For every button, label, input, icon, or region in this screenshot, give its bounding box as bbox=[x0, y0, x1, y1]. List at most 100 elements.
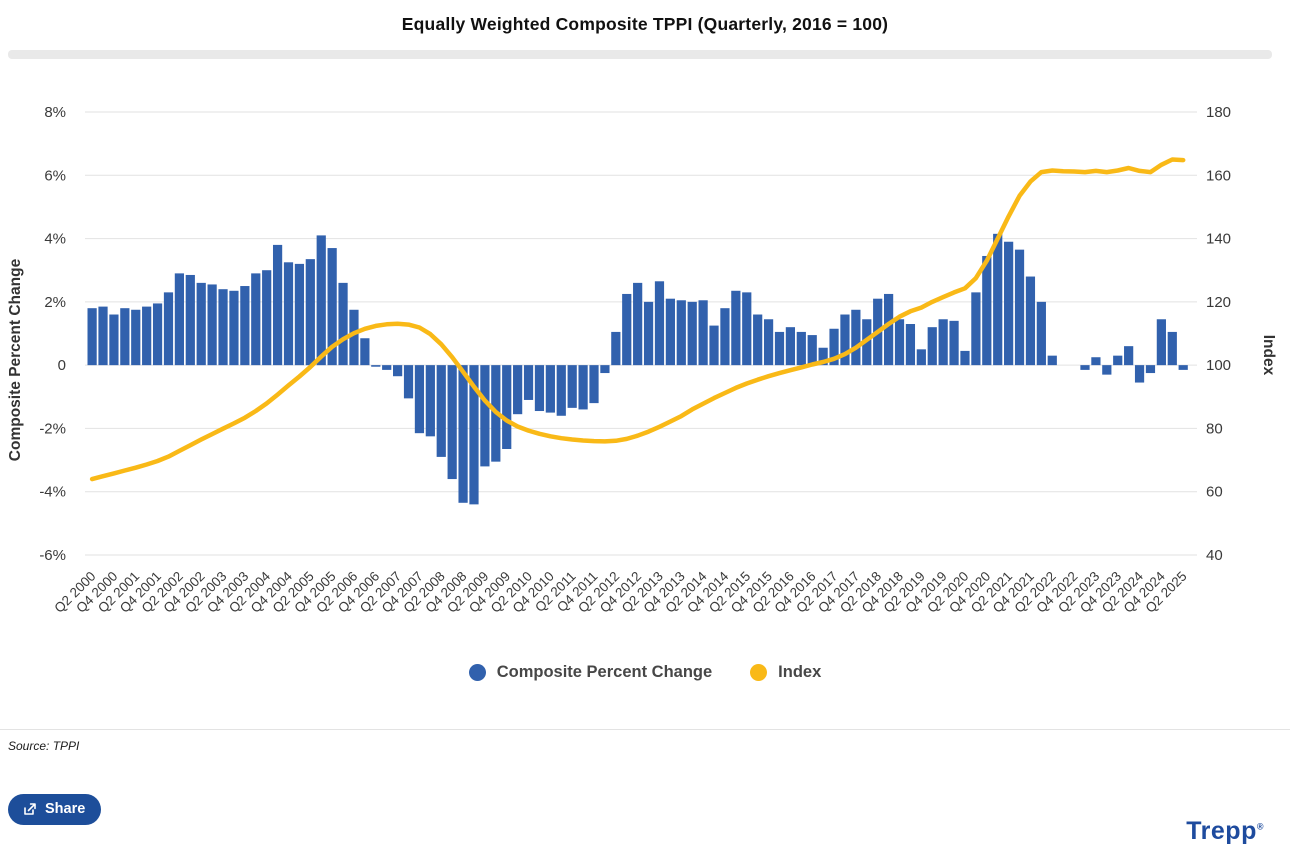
bar bbox=[251, 273, 261, 366]
bar bbox=[654, 281, 665, 366]
bar bbox=[272, 244, 283, 366]
bar bbox=[382, 365, 392, 370]
legend-label: Composite Percent Change bbox=[496, 663, 713, 681]
bar bbox=[349, 309, 359, 366]
svg-text:80: 80 bbox=[1206, 420, 1223, 437]
bar bbox=[796, 331, 806, 366]
bar bbox=[687, 301, 697, 366]
bar bbox=[927, 327, 937, 366]
bar bbox=[1124, 346, 1134, 366]
bar bbox=[993, 233, 1003, 366]
svg-text:4%: 4% bbox=[44, 231, 66, 248]
legend-swatch-composite bbox=[468, 664, 486, 681]
legend-item-composite-percent-change[interactable]: Composite Percent Change bbox=[468, 663, 713, 682]
bar bbox=[851, 309, 861, 366]
svg-text:2%: 2% bbox=[44, 294, 66, 311]
svg-text:-2%: -2% bbox=[39, 420, 66, 437]
bar bbox=[894, 319, 905, 366]
bar bbox=[829, 328, 839, 366]
bar bbox=[98, 306, 108, 366]
bar bbox=[785, 327, 796, 366]
svg-text:60: 60 bbox=[1206, 484, 1223, 501]
bar bbox=[1167, 331, 1177, 366]
svg-text:0: 0 bbox=[58, 357, 66, 374]
bar bbox=[447, 365, 457, 480]
bar bbox=[643, 301, 654, 366]
bar bbox=[174, 273, 184, 366]
bar bbox=[1145, 365, 1156, 374]
bar bbox=[567, 365, 577, 408]
bar bbox=[534, 365, 545, 412]
bar bbox=[240, 286, 250, 366]
right-axis-title: Index bbox=[1260, 335, 1277, 376]
bar bbox=[360, 338, 370, 366]
bar bbox=[283, 262, 294, 366]
title-divider bbox=[8, 50, 1272, 59]
bar bbox=[305, 259, 315, 366]
bar bbox=[763, 319, 774, 366]
bar bbox=[611, 331, 621, 366]
svg-text:180: 180 bbox=[1206, 104, 1231, 121]
bar bbox=[436, 365, 446, 457]
bar bbox=[1036, 301, 1046, 366]
chart-title: Equally Weighted Composite TPPI (Quarter… bbox=[401, 14, 889, 34]
bar bbox=[556, 365, 566, 416]
bar bbox=[469, 365, 479, 505]
bar bbox=[1004, 241, 1014, 366]
bar bbox=[600, 365, 610, 374]
registered-mark: ® bbox=[1256, 821, 1264, 832]
svg-text:140: 140 bbox=[1206, 231, 1231, 248]
bar bbox=[1014, 249, 1025, 366]
bar bbox=[1080, 365, 1090, 370]
bar bbox=[1047, 355, 1057, 366]
bar bbox=[709, 325, 719, 366]
bar bbox=[960, 350, 970, 366]
bar bbox=[665, 298, 675, 366]
bar bbox=[949, 320, 959, 366]
bar bbox=[142, 306, 152, 366]
bar bbox=[403, 365, 414, 399]
bar bbox=[87, 308, 97, 366]
svg-text:6%: 6% bbox=[44, 167, 66, 184]
bar bbox=[393, 365, 403, 377]
bar bbox=[196, 282, 206, 366]
bar bbox=[807, 335, 817, 366]
bar bbox=[578, 365, 588, 410]
bar bbox=[316, 235, 326, 366]
left-axis-title: Composite Percent Change bbox=[7, 258, 24, 461]
bar bbox=[502, 365, 512, 449]
bar bbox=[109, 314, 119, 366]
bar bbox=[905, 324, 916, 366]
bar bbox=[1156, 319, 1166, 366]
bar bbox=[633, 282, 643, 366]
share-button-label: Share bbox=[45, 801, 86, 817]
bar bbox=[131, 309, 141, 366]
svg-text:-4%: -4% bbox=[39, 484, 66, 501]
bar bbox=[262, 270, 272, 366]
chart-legend: Composite Percent Change Index bbox=[0, 663, 1290, 682]
bar bbox=[622, 293, 632, 366]
share-icon bbox=[24, 802, 36, 815]
bar bbox=[163, 292, 174, 366]
bar bbox=[840, 314, 850, 366]
bar bbox=[218, 289, 228, 366]
trepp-logo[interactable]: Trepp® bbox=[1186, 817, 1264, 846]
bar bbox=[545, 365, 555, 413]
bar bbox=[1091, 357, 1101, 366]
share-button[interactable]: Share bbox=[8, 794, 102, 825]
bar bbox=[414, 365, 425, 434]
bar bbox=[523, 365, 534, 400]
bar bbox=[480, 365, 490, 467]
bar bbox=[1025, 276, 1036, 366]
legend-swatch-index bbox=[750, 664, 768, 681]
bar bbox=[731, 290, 741, 366]
legend-item-index[interactable]: Index bbox=[750, 663, 821, 682]
bar bbox=[185, 274, 195, 366]
svg-text:-6%: -6% bbox=[39, 547, 66, 564]
bar bbox=[883, 293, 894, 366]
bar bbox=[698, 300, 708, 366]
svg-text:8%: 8% bbox=[44, 104, 66, 121]
bar bbox=[1178, 365, 1188, 370]
bar bbox=[676, 300, 686, 366]
